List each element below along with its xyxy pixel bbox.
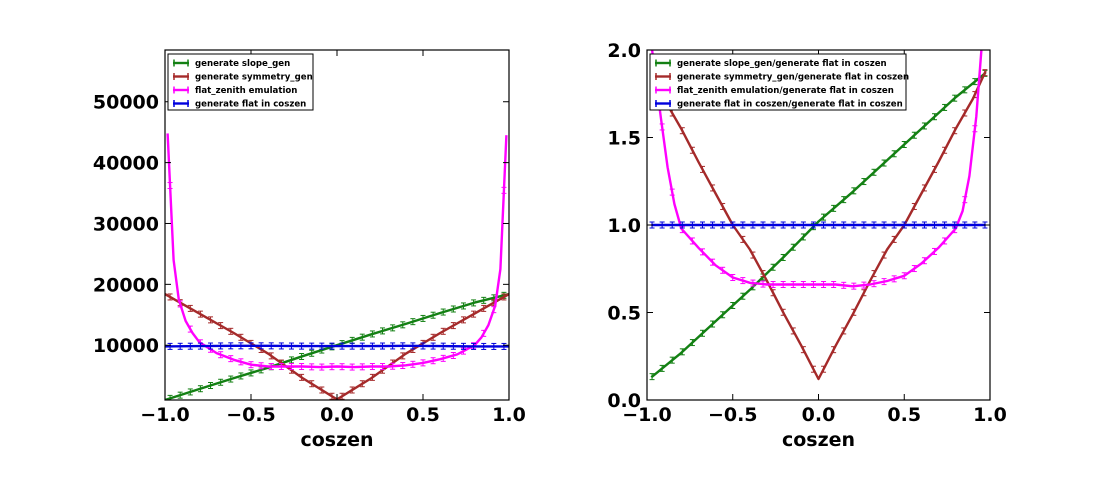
x-tick-label: −0.5 [708,404,758,426]
y-tick-label: 50000 [93,92,159,114]
legend-label: generate slope_gen/generate flat in cosz… [677,59,887,69]
y-tick-label: 10000 [93,335,159,357]
x-tick-label: −1.0 [622,404,672,426]
legend-item: generate symmetry_gen [173,73,313,83]
legend-label: generate flat in coszen/generate flat in… [677,100,903,110]
x-tick-label: 0.5 [887,404,921,426]
legend-item: flat_zenith emulation/generate flat in c… [655,86,894,96]
y-tick-label: 20000 [93,274,159,296]
x-tick-label: 0.5 [406,404,440,426]
x-tick-label: 1.0 [492,404,526,426]
y-tick-label: 30000 [93,213,159,235]
y-tick-label: 2.0 [607,40,641,62]
x-tick-label: 0.0 [802,404,836,426]
legend-item: generate symmetry_gen/generate flat in c… [655,73,909,83]
legend: generate slope_gen generate symmetry_genf… [167,53,314,111]
x-tick-label: −0.5 [226,404,276,426]
legend-item: generate flat in coszen/generate flat in… [655,100,903,110]
legend-item: generate slope_gen/generate flat in cosz… [655,59,887,69]
left-panel-raw-counts: −1.0 −0.5 0.0 0.5 1.0 10000 20000 30000 40000 500… [93,49,526,451]
series-errorbars-0 [167,291,507,400]
plot-area [649,50,988,381]
y-tick-label: 0.5 [607,303,641,325]
x-tick-label: 1.0 [973,404,1007,426]
x-axis-label: coszen [782,429,855,451]
legend-label: flat_zenith emulation/generate flat in c… [677,86,894,96]
right-panel-ratio-to-flat: −1.0 −0.5 0.0 0.5 1.0 0.0 0.5 1.0 1.5 2.0 coszen ge… [607,40,1007,451]
legend-label: generate flat in coszen [195,100,306,110]
y-tick-label: 1.5 [607,128,641,150]
legend: generate slope_gen/generate flat in cosz… [649,53,909,111]
y-tick-label: 40000 [93,153,159,175]
series-errorbars-1 [649,69,988,373]
legend-item: flat_zenith emulation [173,86,297,96]
legend-label: generate slope_gen [195,59,290,69]
legend-label: generate symmetry_gen [195,73,313,83]
series-line-0 [650,71,987,379]
series-line-2 [166,133,508,369]
series-errorbars-2 [167,182,507,371]
legend-label: flat_zenith emulation [195,86,297,96]
series-errorbars-0 [649,69,988,381]
legend-item: generate flat in coszen [173,100,306,110]
y-tick-label: 1.0 [607,215,641,237]
legend-label: generate symmetry_gen/generate flat in c… [677,73,909,83]
series-line-3 [165,344,509,348]
x-tick-label: −1.0 [140,404,190,426]
series-errorbars-2 [659,123,978,290]
x-tick-label: 0.0 [320,404,354,426]
y-tick-label: 0.0 [607,390,641,412]
series-errorbars-3 [167,342,507,350]
plot-area [165,133,509,400]
x-axis-label: coszen [300,429,373,451]
legend-item: generate slope_gen [173,59,290,69]
